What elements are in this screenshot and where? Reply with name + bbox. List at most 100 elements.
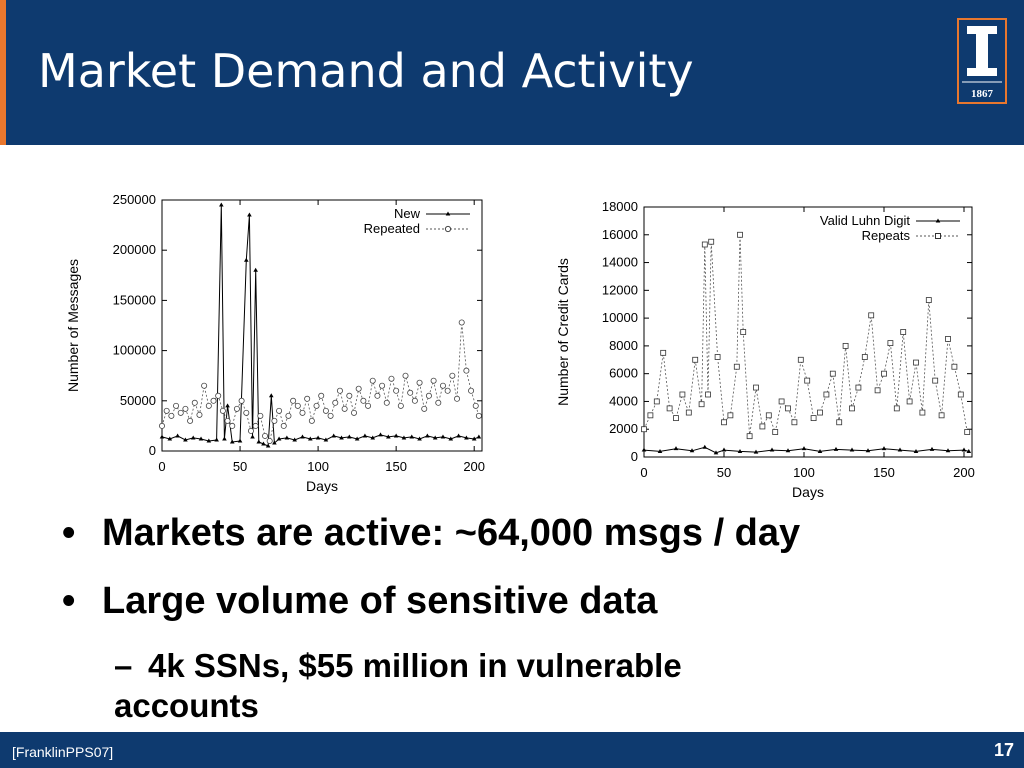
chart2-series-repeats-point — [964, 429, 971, 435]
chart2-x-tick-label: 100 — [793, 465, 815, 480]
chart1-series-new-point — [206, 438, 212, 443]
chart1-legend-new-marker — [445, 211, 451, 216]
chart1-series-repeated-point — [173, 402, 180, 409]
chart1-series-new-line — [161, 204, 480, 447]
chart2-series-repeats-point — [913, 359, 919, 366]
chart1-series-new-point — [261, 441, 266, 446]
chart1-series-repeated-point — [308, 417, 315, 424]
chart1-series-repeated-point — [266, 437, 273, 444]
chart2-series-valid-luhn-digit-point — [881, 446, 887, 451]
chart1-series-new-point — [237, 438, 243, 443]
chart1-series-repeated-point — [383, 399, 390, 406]
chart1-series-new-point — [307, 436, 313, 441]
chart1-series-repeated-point — [355, 385, 362, 392]
chart1-series-repeated-point — [247, 427, 254, 434]
bullet-2: • Large volume of sensitive data — [62, 580, 657, 623]
chart1-x-tick-label: 150 — [385, 459, 407, 474]
chart1-series-new-point — [214, 437, 219, 442]
chart1-series-repeated-point — [374, 392, 381, 399]
chart1-series-new-point — [198, 436, 204, 441]
chart1-series-repeated-point — [444, 387, 451, 394]
chart1-series-repeated-point — [271, 417, 278, 424]
chart1-series-new-point — [393, 433, 399, 438]
chart2-series-repeats-point — [797, 356, 804, 363]
chart1-series-new-point — [432, 435, 438, 440]
chart2-series-repeats-point — [708, 238, 715, 245]
chart2-series-repeats-point — [778, 398, 785, 405]
chart2-y-tick-label: 2000 — [609, 421, 638, 436]
chart1-series-repeated-point — [360, 397, 367, 404]
chart1-series-new-point — [250, 434, 255, 439]
chart2-series-repeats-point — [945, 336, 951, 342]
chart2-series-repeats-point — [791, 419, 798, 426]
chart2-series-valid-luhn-digit-point — [897, 447, 903, 452]
chart2-x-tick-label: 150 — [873, 465, 895, 480]
chart1-y-tick-label: 200000 — [113, 242, 156, 257]
chart1-series-repeated-point — [402, 372, 409, 379]
credit-cards-chart: 0 50 100 150 200 0 2000 4000 6000 8000 10000 12000 1… — [552, 195, 984, 507]
chart2-series-repeats-point — [874, 387, 881, 394]
chart2-series-repeats-point — [737, 231, 743, 238]
chart1-series-repeated-point — [299, 409, 306, 416]
chart1-series-new-point — [243, 257, 249, 262]
chart1-x-tick-label: 200 — [463, 459, 485, 474]
chart2-series-repeats-point — [740, 329, 747, 335]
chart1-series-new-point — [471, 436, 477, 441]
chart1-series-repeated-point — [215, 392, 222, 399]
chart1-series-new-point — [272, 440, 277, 445]
chart1-series-repeated-point — [280, 422, 287, 429]
chart1-series-repeated-point — [435, 399, 442, 406]
chart1-series-repeated-point — [463, 367, 470, 374]
chart1-x-tick-label: 0 — [158, 459, 165, 474]
chart1-series-repeated-point — [276, 407, 283, 414]
chart1-series-repeated-point — [365, 402, 372, 409]
chart1-series-repeated-point — [393, 387, 400, 394]
chart2-series-repeats-point — [660, 349, 667, 356]
chart1-series-repeated-point — [454, 395, 461, 402]
chart1-series-repeated-point — [332, 399, 339, 406]
chart1-series-new-point — [300, 434, 305, 439]
chart1-series-new-point — [362, 433, 368, 438]
chart2-series-valid-luhn-digit-point — [702, 444, 708, 449]
chart1-series-new-point — [401, 435, 407, 440]
chart1-series-new-point — [219, 202, 224, 207]
chart2-legend-valid-luhn-digit-marker — [935, 218, 941, 223]
chart1-series-repeated-point — [430, 377, 437, 384]
chart2-series-repeats-point — [938, 412, 945, 419]
chart1-legend-repeated-label: Repeated — [364, 221, 420, 236]
chart1-series-new-point — [370, 435, 376, 440]
chart2-series-repeats-point — [765, 412, 772, 419]
messages-chart: 0 50 100 150 200 0 50000 100000 150000 200000 2500… — [62, 190, 492, 500]
chart1-series-repeated-point — [187, 417, 194, 424]
chart2-y-tick-label: 6000 — [609, 366, 638, 381]
chart1-series-new-point — [386, 434, 391, 439]
chart1-legend-repeated-marker — [444, 225, 452, 233]
chart2-series-valid-luhn-digit-point — [641, 447, 647, 452]
sub-bullet-1-text: 4k SSNs, $55 million in vulnerable accou… — [114, 647, 682, 724]
chart2-series-valid-luhn-digit-point — [657, 448, 663, 453]
chart1-series-repeated-point — [304, 395, 311, 402]
chart2-series-valid-luhn-digit-point — [966, 448, 972, 453]
bullet-marker: • — [62, 512, 76, 554]
chart2-legend-valid-luhn-digit-label: Valid Luhn Digit — [820, 213, 910, 228]
chart2-series-valid-luhn-digit-point — [673, 446, 679, 451]
chart1-series-new-point — [425, 433, 430, 438]
chart1-series-repeated-point — [243, 409, 250, 416]
chart2-y-axis-label: Number of Credit Cards — [555, 258, 571, 406]
chart2-x-tick-label: 200 — [953, 465, 975, 480]
chart1-plot-frame — [161, 199, 483, 452]
chart2-series-valid-luhn-digit-point — [913, 448, 919, 453]
sub-bullet-1: –4k SSNs, $55 million in vulnerable acco… — [114, 646, 814, 726]
chart2-series-repeats-point — [698, 401, 705, 408]
chart1-series-repeated-point — [458, 319, 465, 326]
chart2-series-repeats-point — [653, 398, 660, 405]
chart2-series-repeats-point — [829, 370, 836, 377]
chart1-series-new-point — [225, 403, 230, 408]
chart1-series-new-point — [331, 433, 337, 438]
chart2-y-tick-label: 12000 — [602, 282, 638, 297]
logo-year: 1867 — [971, 88, 994, 100]
chart2-x-tick-label: 0 — [640, 465, 647, 480]
chart2-series-repeats-point — [900, 329, 907, 335]
chart1-series-repeated-point — [439, 382, 446, 389]
chart1-series-repeated-point — [168, 412, 175, 419]
